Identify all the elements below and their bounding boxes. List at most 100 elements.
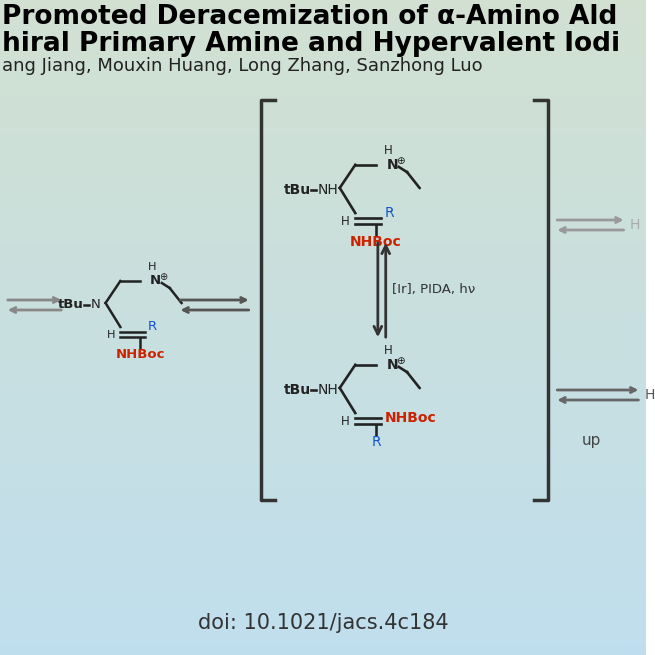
Bar xyxy=(0,239,646,242)
Text: R: R xyxy=(148,320,157,333)
Bar xyxy=(0,26,646,29)
Text: ⊕: ⊕ xyxy=(396,356,404,365)
Bar xyxy=(0,458,646,462)
Bar xyxy=(0,495,646,498)
Bar xyxy=(0,452,646,455)
Bar xyxy=(0,432,646,436)
Bar xyxy=(0,596,646,599)
Bar xyxy=(0,236,646,239)
Bar xyxy=(0,138,646,141)
Bar xyxy=(0,10,646,13)
Bar xyxy=(0,475,646,478)
Bar xyxy=(0,141,646,144)
Text: Promoted Deracemization of α-Amino Ald: Promoted Deracemization of α-Amino Ald xyxy=(2,4,618,30)
Bar xyxy=(0,436,646,439)
Bar xyxy=(0,7,646,10)
Bar xyxy=(0,557,646,560)
Bar xyxy=(0,531,646,534)
Bar xyxy=(0,249,646,252)
Bar xyxy=(0,167,646,170)
Bar xyxy=(0,354,646,357)
Bar xyxy=(0,29,646,33)
Bar xyxy=(0,328,646,331)
Text: H: H xyxy=(341,215,350,228)
Bar xyxy=(0,72,646,75)
Bar xyxy=(0,203,646,206)
Bar xyxy=(0,357,646,360)
Bar xyxy=(0,570,646,573)
Bar xyxy=(0,481,646,485)
Bar xyxy=(0,380,646,383)
Bar xyxy=(0,190,646,193)
Bar xyxy=(0,95,646,98)
Bar xyxy=(0,252,646,255)
Bar xyxy=(0,419,646,422)
Bar xyxy=(0,400,646,403)
Text: R: R xyxy=(371,436,381,449)
Bar xyxy=(0,498,646,501)
Bar xyxy=(0,393,646,396)
Bar xyxy=(0,416,646,419)
Bar xyxy=(0,121,646,124)
Bar xyxy=(0,291,646,295)
Bar xyxy=(0,39,646,43)
Bar xyxy=(0,278,646,282)
Text: R: R xyxy=(384,206,394,220)
Bar xyxy=(0,285,646,288)
Bar xyxy=(0,147,646,151)
Bar xyxy=(0,193,646,196)
Bar xyxy=(0,151,646,154)
Text: up: up xyxy=(582,432,601,447)
Bar xyxy=(0,642,646,645)
Bar xyxy=(0,580,646,583)
Bar xyxy=(0,88,646,92)
Bar xyxy=(0,324,646,328)
Bar xyxy=(0,272,646,275)
Bar xyxy=(0,265,646,269)
Bar xyxy=(0,517,646,521)
Bar xyxy=(0,82,646,85)
Bar xyxy=(0,609,646,612)
Bar xyxy=(0,599,646,603)
Text: H: H xyxy=(645,388,654,402)
Bar xyxy=(0,59,646,62)
Bar xyxy=(0,219,646,223)
Bar xyxy=(0,36,646,39)
Bar xyxy=(0,544,646,547)
Bar xyxy=(0,23,646,26)
Bar xyxy=(0,298,646,301)
Bar xyxy=(0,377,646,380)
Bar xyxy=(0,308,646,311)
Bar xyxy=(0,102,646,105)
Bar xyxy=(0,49,646,52)
Bar xyxy=(0,612,646,616)
Bar xyxy=(0,305,646,308)
Bar xyxy=(0,652,646,655)
Bar xyxy=(0,16,646,20)
Bar xyxy=(0,534,646,537)
Text: ⊕: ⊕ xyxy=(396,156,404,166)
Bar xyxy=(0,465,646,468)
Bar xyxy=(0,170,646,174)
Bar xyxy=(0,3,646,7)
Bar xyxy=(0,20,646,23)
Bar xyxy=(0,648,646,652)
Bar xyxy=(0,632,646,635)
Text: ⊕: ⊕ xyxy=(159,272,167,282)
Bar xyxy=(0,269,646,272)
Bar xyxy=(0,46,646,49)
Bar xyxy=(0,639,646,642)
Bar xyxy=(0,200,646,203)
Bar xyxy=(0,115,646,118)
Bar xyxy=(0,635,646,639)
Bar xyxy=(0,92,646,95)
Bar xyxy=(0,504,646,508)
Bar xyxy=(0,383,646,386)
Bar xyxy=(0,337,646,341)
Bar xyxy=(0,576,646,580)
Bar xyxy=(0,180,646,183)
Text: H: H xyxy=(629,218,640,232)
Bar xyxy=(0,550,646,553)
Bar xyxy=(0,485,646,488)
Bar xyxy=(0,334,646,337)
